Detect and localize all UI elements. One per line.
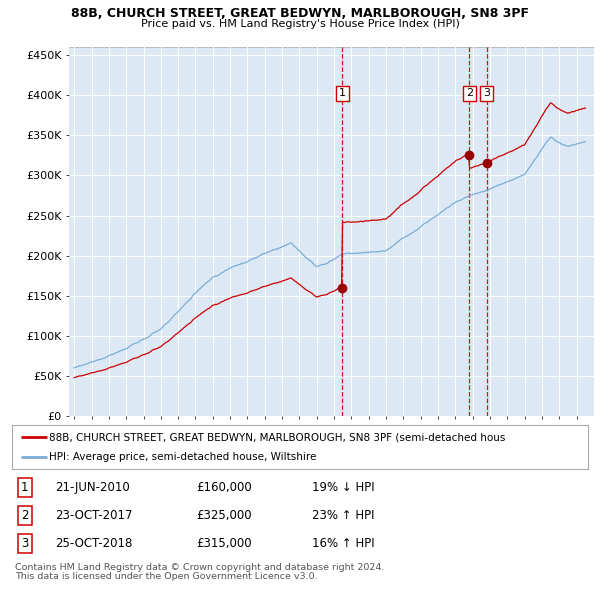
Text: 16% ↑ HPI: 16% ↑ HPI [311, 537, 374, 550]
Text: 19% ↓ HPI: 19% ↓ HPI [311, 481, 374, 494]
Text: Contains HM Land Registry data © Crown copyright and database right 2024.: Contains HM Land Registry data © Crown c… [15, 563, 385, 572]
Text: 2: 2 [21, 509, 28, 522]
Text: £325,000: £325,000 [196, 509, 252, 522]
Text: HPI: Average price, semi-detached house, Wiltshire: HPI: Average price, semi-detached house,… [49, 452, 317, 461]
Text: 3: 3 [483, 88, 490, 99]
Text: £315,000: £315,000 [196, 537, 252, 550]
Text: 1: 1 [21, 481, 28, 494]
Text: 88B, CHURCH STREET, GREAT BEDWYN, MARLBOROUGH, SN8 3PF: 88B, CHURCH STREET, GREAT BEDWYN, MARLBO… [71, 7, 529, 20]
Text: Price paid vs. HM Land Registry's House Price Index (HPI): Price paid vs. HM Land Registry's House … [140, 19, 460, 29]
Text: 3: 3 [21, 537, 28, 550]
Text: 2: 2 [466, 88, 473, 99]
Text: This data is licensed under the Open Government Licence v3.0.: This data is licensed under the Open Gov… [15, 572, 317, 581]
Text: 88B, CHURCH STREET, GREAT BEDWYN, MARLBOROUGH, SN8 3PF (semi-detached hous: 88B, CHURCH STREET, GREAT BEDWYN, MARLBO… [49, 432, 506, 442]
Text: 23% ↑ HPI: 23% ↑ HPI [311, 509, 374, 522]
Text: 21-JUN-2010: 21-JUN-2010 [55, 481, 130, 494]
Text: £160,000: £160,000 [196, 481, 252, 494]
Text: 25-OCT-2018: 25-OCT-2018 [55, 537, 133, 550]
Text: 23-OCT-2017: 23-OCT-2017 [55, 509, 133, 522]
Text: 1: 1 [339, 88, 346, 99]
